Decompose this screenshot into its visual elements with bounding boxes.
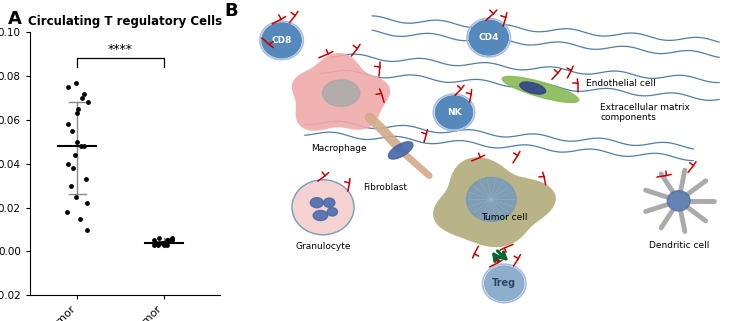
Title: Circulating T regulatory Cells: Circulating T regulatory Cells [28, 15, 222, 28]
Point [156, 240, 168, 245]
Point [162, 242, 174, 247]
Point [74, 216, 86, 221]
Ellipse shape [323, 198, 335, 207]
Point [153, 240, 165, 245]
Circle shape [668, 191, 690, 211]
Point [159, 240, 171, 245]
Ellipse shape [327, 208, 337, 216]
Point [62, 84, 74, 90]
Text: Endothelial cell: Endothelial cell [586, 79, 656, 88]
Point [156, 240, 168, 245]
Ellipse shape [311, 198, 323, 208]
Text: Tumor cell: Tumor cell [481, 213, 527, 222]
Point [152, 242, 164, 247]
Point [77, 91, 89, 96]
Point [159, 240, 171, 245]
Point [81, 227, 93, 232]
Text: Macrophage: Macrophage [311, 143, 367, 152]
Ellipse shape [388, 142, 413, 159]
Point [148, 242, 160, 247]
Point [81, 201, 93, 206]
Point [153, 236, 165, 241]
Point [150, 240, 162, 245]
Point [70, 194, 82, 199]
Circle shape [293, 181, 353, 234]
Point [70, 80, 82, 85]
PathPatch shape [433, 157, 556, 247]
Ellipse shape [520, 82, 545, 94]
Text: CD4: CD4 [478, 33, 499, 42]
Point [80, 177, 92, 182]
Text: Dendritic cell: Dendritic cell [649, 241, 709, 250]
Point [166, 236, 178, 241]
Point [60, 209, 72, 214]
Circle shape [435, 96, 472, 129]
Text: B: B [225, 2, 238, 20]
Point [75, 143, 87, 149]
Ellipse shape [323, 80, 360, 106]
Text: Extracellular matrix
components: Extracellular matrix components [600, 103, 690, 122]
Point [69, 152, 80, 158]
Point [76, 95, 88, 100]
Point [62, 161, 74, 166]
Point [65, 183, 77, 188]
Point [62, 122, 74, 127]
Circle shape [484, 266, 524, 301]
Point [72, 111, 83, 116]
Text: Fibroblast: Fibroblast [363, 183, 408, 192]
Text: ****: **** [108, 43, 133, 56]
Point [162, 238, 174, 243]
Point [161, 238, 173, 243]
Circle shape [262, 23, 301, 58]
Circle shape [466, 178, 516, 221]
Text: Granulocyte: Granulocyte [295, 242, 351, 251]
Ellipse shape [502, 76, 579, 102]
Point [158, 242, 170, 247]
Text: A: A [7, 10, 22, 28]
Circle shape [469, 20, 508, 55]
Text: CD8: CD8 [271, 36, 292, 45]
Ellipse shape [313, 211, 328, 221]
Text: Treg: Treg [492, 278, 516, 288]
Point [72, 106, 84, 111]
Point [148, 238, 160, 243]
Point [66, 128, 78, 134]
Point [72, 139, 83, 144]
Point [66, 166, 78, 171]
PathPatch shape [292, 53, 390, 131]
Point [82, 100, 94, 105]
Text: NK: NK [447, 108, 461, 117]
Point [166, 238, 178, 243]
Point [78, 143, 90, 149]
